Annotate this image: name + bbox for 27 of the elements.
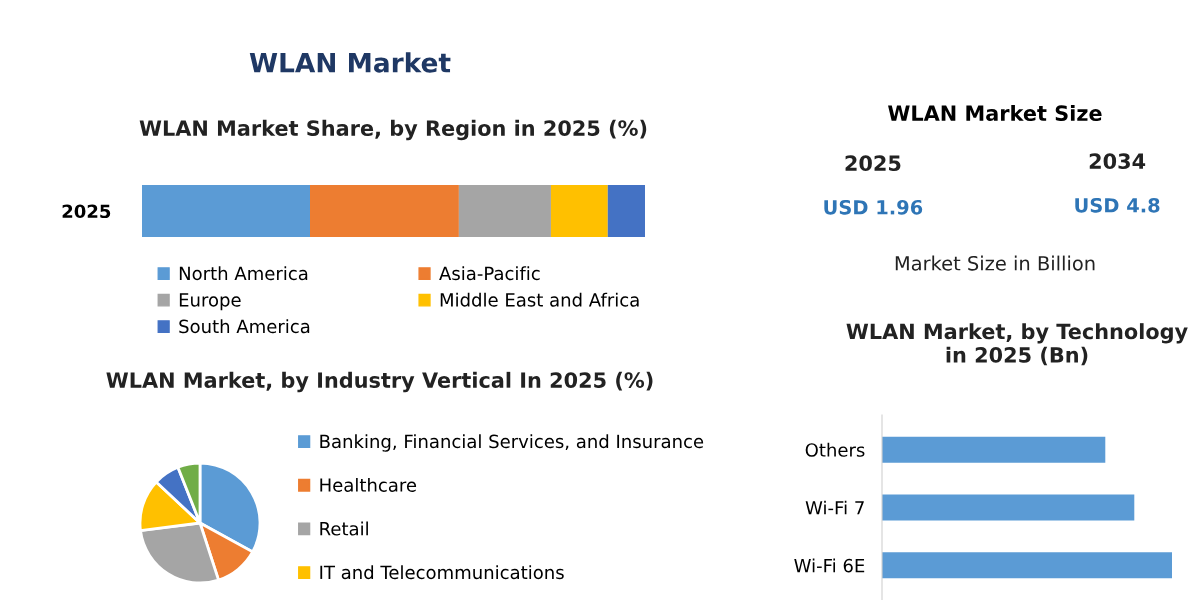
- legend-label: South America: [179, 319, 310, 334]
- text: USD 1.96: [824, 199, 923, 215]
- bar: [550, 185, 608, 237]
- y-tick-label: Wi-Fi 7: [805, 500, 864, 515]
- chart-title: WLAN Market, by Technology in 2025 (Bn): [846, 323, 1188, 366]
- text: WLAN Market Share, by Region in 2025 (%): [139, 119, 647, 141]
- legend-label: Asia-Pacific: [439, 266, 540, 281]
- text: 2025: [62, 204, 111, 219]
- text: Market Size in Billion: [895, 255, 1095, 271]
- chart-title: WLAN Market, by Industry Vertical In 2025 (%): [106, 371, 653, 393]
- text: WLAN Market Size: [888, 104, 1102, 122]
- bar: [458, 185, 551, 237]
- legend-label: Banking, Financial Services, and Insurance: [320, 434, 704, 452]
- bar: [607, 185, 645, 237]
- y-tick-label: Wi-Fi 6E: [794, 558, 865, 573]
- text: 2034: [1089, 153, 1146, 170]
- y-tick-label: Others: [805, 442, 865, 457]
- legend-label: Retail: [320, 521, 368, 536]
- legend-label: IT and Telecommunications: [320, 565, 564, 580]
- legend-label: North America: [179, 266, 308, 281]
- bar: [142, 185, 310, 237]
- legend-label: Middle East and Africa: [440, 292, 639, 307]
- legend-label: Europe: [179, 293, 241, 311]
- text: WLAN Market: [249, 52, 451, 73]
- text: USD 4.8: [1075, 197, 1160, 213]
- bar: [310, 185, 459, 237]
- legend-label: Healthcare: [320, 477, 417, 492]
